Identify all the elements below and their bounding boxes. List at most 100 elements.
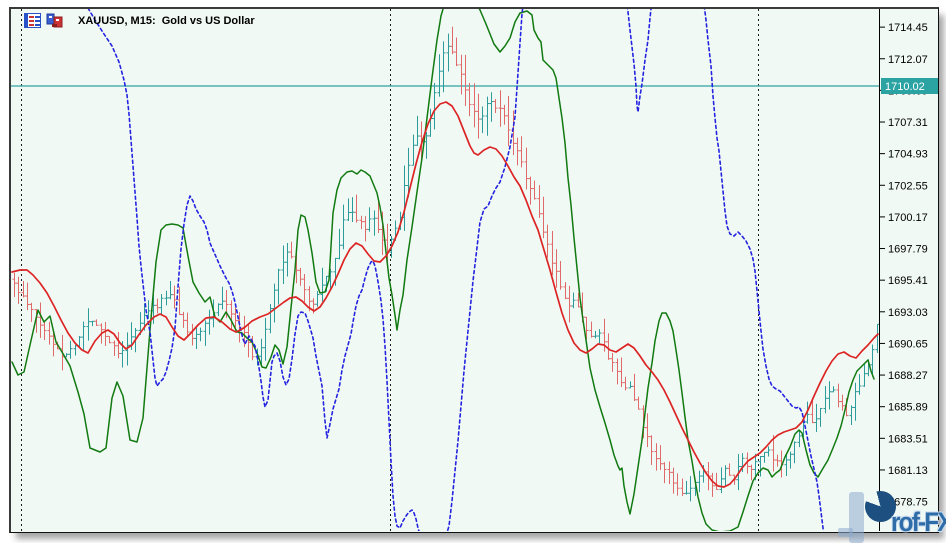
ohlc-bar: [116, 332, 121, 359]
ohlc-bar: [424, 131, 429, 159]
ohlc-bar: [21, 280, 26, 298]
ohlc-bar: [493, 98, 498, 113]
ohlc-bar: [515, 137, 520, 166]
ohlc-bar: [489, 92, 494, 122]
ohlc-bar: [654, 443, 659, 471]
ohlc-bar: [823, 386, 828, 414]
ohlc-bar: [766, 446, 771, 457]
ohlc-bar: [615, 358, 620, 385]
axis-label: 1695.41: [888, 275, 928, 287]
chart-list-icon: [24, 13, 41, 28]
ohlc-bar: [849, 405, 854, 425]
ohlc-bar: [667, 461, 672, 485]
ohlc-bar: [554, 249, 559, 288]
ohlc-bar: [103, 321, 108, 347]
ohlc-bar: [168, 281, 173, 300]
ohlc-bar: [459, 54, 464, 95]
ohlc-bar: [350, 197, 355, 223]
ohlc-bar: [246, 323, 251, 358]
ohlc-bar: [402, 165, 407, 231]
ohlc-bar: [697, 470, 702, 493]
ohlc-bar: [437, 54, 442, 97]
ohlc-bar: [47, 321, 52, 345]
ohlc-bar: [680, 478, 685, 497]
ohlc-bar: [771, 434, 776, 472]
ohlc-bar: [688, 476, 693, 502]
moving-average: [11, 101, 879, 488]
ohlc-bar: [159, 294, 164, 316]
chart-candles-icon: [46, 13, 63, 28]
ohlc-bar: [567, 285, 572, 323]
axis-label: 1700.17: [888, 212, 928, 224]
ohlc-bar: [758, 455, 763, 477]
ohlc-bar: [714, 472, 719, 491]
ohlc-bar: [298, 267, 303, 286]
ohlc-bar: [406, 147, 411, 198]
ohlc-bar: [476, 93, 481, 139]
ohlc-bar: [597, 329, 602, 344]
ohlc-bar: [12, 272, 17, 298]
blue-dotted-indicator: [87, 9, 825, 531]
ohlc-bar: [506, 96, 511, 147]
ohlc-bar: [853, 382, 858, 421]
ohlc-bar: [216, 303, 221, 317]
axis-label: 1681.13: [888, 465, 928, 477]
ohlc-bar: [285, 242, 290, 277]
ohlc-bar: [840, 394, 845, 411]
ohlc-bar: [649, 435, 654, 466]
ohlc-bar: [532, 180, 537, 200]
axis-label: 1714.45: [888, 22, 928, 34]
ohlc-bar: [302, 274, 307, 303]
ohlc-bar: [810, 399, 815, 424]
ohlc-bar: [289, 241, 294, 259]
axis-label: 1688.27: [888, 370, 928, 382]
ohlc-bar: [862, 363, 867, 387]
axis-label: 1697.79: [888, 244, 928, 256]
ohlc-bar: [606, 333, 611, 360]
ohlc-bar: [367, 207, 372, 232]
ohlc-bar: [177, 286, 182, 315]
ohlc-bar: [498, 90, 503, 127]
price-axis[interactable]: 1714.451712.071709.691707.311704.931702.…: [879, 9, 928, 531]
ohlc-bar: [645, 413, 650, 448]
ohlc-bar: [749, 464, 754, 481]
ohlc-bar: [346, 198, 351, 221]
ohlc-bar: [593, 330, 598, 339]
ohlc-bar: [727, 463, 732, 476]
ohlc-bar: [610, 353, 615, 372]
ohlc-bar: [341, 204, 346, 250]
ohlc-bar: [25, 282, 30, 311]
ohlc-bar: [181, 311, 186, 328]
ohlc-bar: [541, 196, 546, 239]
ohlc-bar: [372, 210, 377, 236]
ohlc-bar: [337, 228, 342, 260]
axis-label: 1704.93: [888, 149, 928, 161]
axis-label: 1707.31: [888, 117, 928, 129]
ohlc-bar: [454, 37, 459, 67]
chart-title: XAUUSD, M15: Gold vs US Dollar: [78, 14, 255, 27]
ohlc-bar: [472, 83, 477, 128]
axis-label: 1712.07: [888, 54, 928, 66]
ohlc-bar: [432, 83, 437, 130]
ohlc-bar: [315, 291, 320, 307]
ohlc-bar: [16, 276, 21, 304]
ohlc-bar: [467, 82, 472, 117]
ohlc-bar: [584, 316, 589, 340]
ohlc-bar: [563, 282, 568, 300]
ohlc-bar: [441, 41, 446, 93]
axis-label: 1678.75: [888, 497, 928, 509]
ohlc-bar: [875, 323, 879, 353]
ohlc-bar: [775, 454, 780, 467]
ohlc-bar: [684, 480, 689, 495]
ohlc-bar: [831, 386, 836, 393]
ohlc-bar: [276, 268, 281, 305]
ohlc-bar: [38, 302, 43, 338]
ohlc-bar: [623, 376, 628, 391]
ohlc-bar: [797, 431, 802, 448]
ohlc-bar: [94, 319, 99, 326]
ohlc-bar: [827, 381, 832, 410]
ohlc-bar: [857, 374, 862, 395]
ohlc-bar: [229, 300, 234, 331]
